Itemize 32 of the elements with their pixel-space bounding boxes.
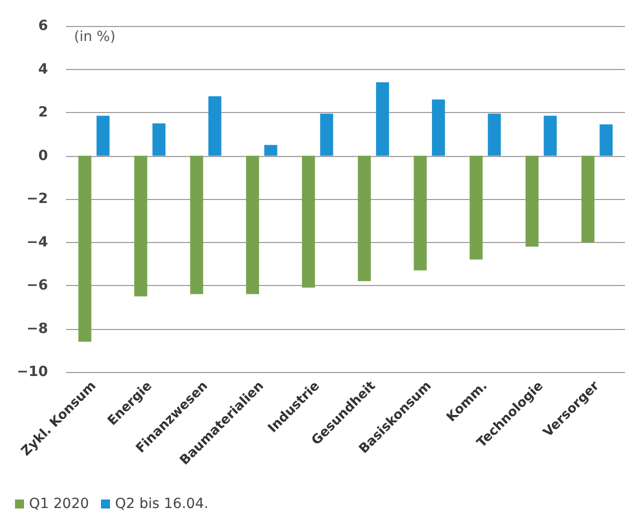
bar	[488, 114, 501, 156]
legend-label: Q1 2020	[29, 496, 90, 512]
y-tick-label: −8	[26, 320, 48, 337]
bar	[190, 156, 204, 294]
bar	[600, 124, 613, 156]
legend-label: Q2 bis 16.04.	[115, 496, 208, 512]
bar	[302, 156, 315, 288]
bar	[152, 123, 166, 156]
y-tick-label: 0	[38, 148, 48, 164]
y-tick-label: −10	[16, 364, 48, 380]
y-tick-label: −2	[26, 191, 48, 207]
bar	[581, 156, 594, 242]
bar	[246, 156, 260, 294]
bar	[78, 156, 92, 342]
bar	[320, 114, 334, 156]
bar	[376, 82, 390, 156]
y-tick-label: 6	[38, 18, 48, 34]
bar	[414, 156, 427, 270]
bar	[96, 116, 110, 156]
y-tick-label: 4	[38, 61, 48, 78]
y-tick-label: 2	[38, 104, 48, 120]
bar	[526, 156, 539, 247]
y-tick-label: −4	[26, 234, 48, 250]
bar	[264, 144, 278, 156]
bar	[358, 156, 371, 282]
bar	[544, 116, 557, 156]
bar	[134, 156, 148, 296]
bar	[470, 156, 483, 260]
y-tick-label: −6	[26, 278, 48, 294]
bar	[432, 100, 445, 156]
annotation: (in %)	[74, 29, 116, 45]
bar	[208, 96, 222, 156]
